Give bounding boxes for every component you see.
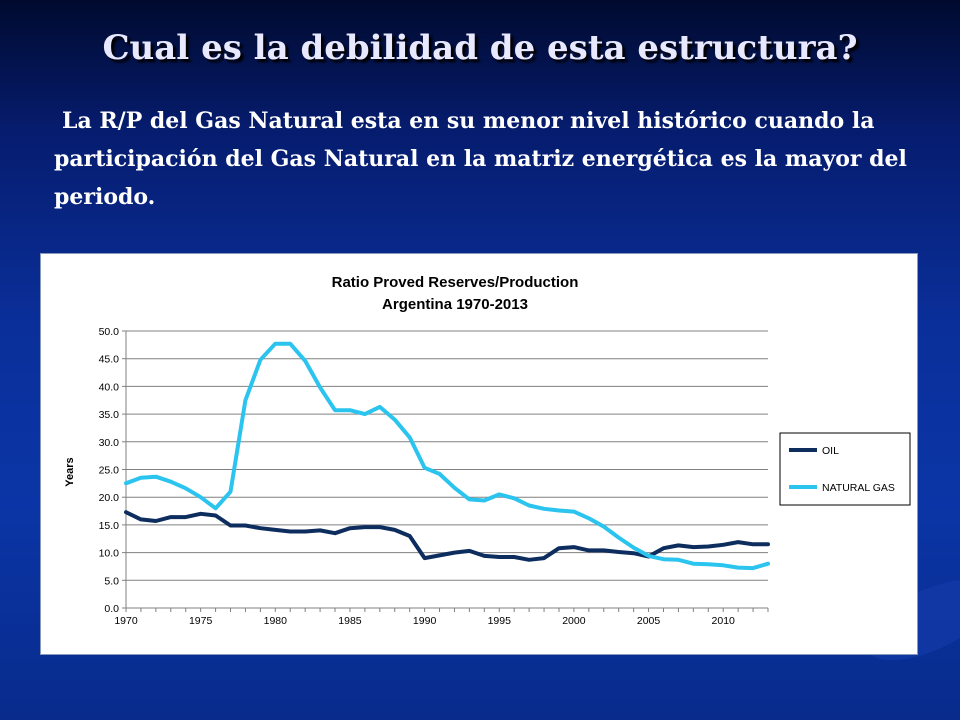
x-tick-label: 1970 [114,615,138,627]
y-tick-label: 10.0 [99,548,120,560]
chart-subtitle: Argentina 1970-2013 [382,296,528,313]
x-tick-label: 2000 [562,615,586,627]
legend-box [779,432,911,506]
series-line-oil [124,510,770,562]
y-tick-label: 30.0 [99,437,120,449]
slide-subtitle: La R/P del Gas Natural esta en su menor … [54,108,907,210]
y-tick-label: 5.0 [104,575,119,587]
legend-label-natural-gas: NATURAL GAS [822,482,895,494]
x-tick-label: 2005 [637,615,661,627]
y-tick-label: 40.0 [99,381,120,393]
y-tick-label: 45.0 [99,354,120,366]
legend-label-oil: OIL [822,445,839,457]
line-chart: Ratio Proved Reserves/Production Argenti… [64,274,911,627]
series-line-natural-gas [124,341,770,571]
slide-title: Cual es la debilidad de esta estructura? [102,28,858,68]
y-tick-label: 20.0 [99,492,120,504]
y-tick-label: 15.0 [99,520,120,532]
y-axis-label: Years [64,457,76,486]
legend: OIL NATURAL GAS [779,432,911,506]
x-tick-label: 1975 [189,615,213,627]
y-tick-label: 35.0 [99,409,120,421]
chart-frame: Ratio Proved Reserves/Production Argenti… [40,253,918,655]
y-tick-label: 25.0 [99,465,120,477]
y-tick-label: 0.0 [104,603,119,615]
y-tick-label: 50.0 [99,326,120,338]
x-tick-label: 1995 [488,615,512,627]
y-axis: 0.0 5.0 10.0 15.0 20.0 25.0 30.0 35.0 40.0 45.0 50… [99,326,120,615]
x-tick-label: 1985 [338,615,362,627]
grid [122,330,768,609]
chart-title: Ratio Proved Reserves/Production [332,274,579,291]
series-group [124,341,770,571]
x-tick-label: 1980 [264,615,288,627]
x-tick-label: 2010 [712,615,736,627]
x-axis: 1970 1975 1980 1985 1990 1995 2000 2005 2010 [114,608,769,627]
x-tick-label: 1990 [413,615,437,627]
